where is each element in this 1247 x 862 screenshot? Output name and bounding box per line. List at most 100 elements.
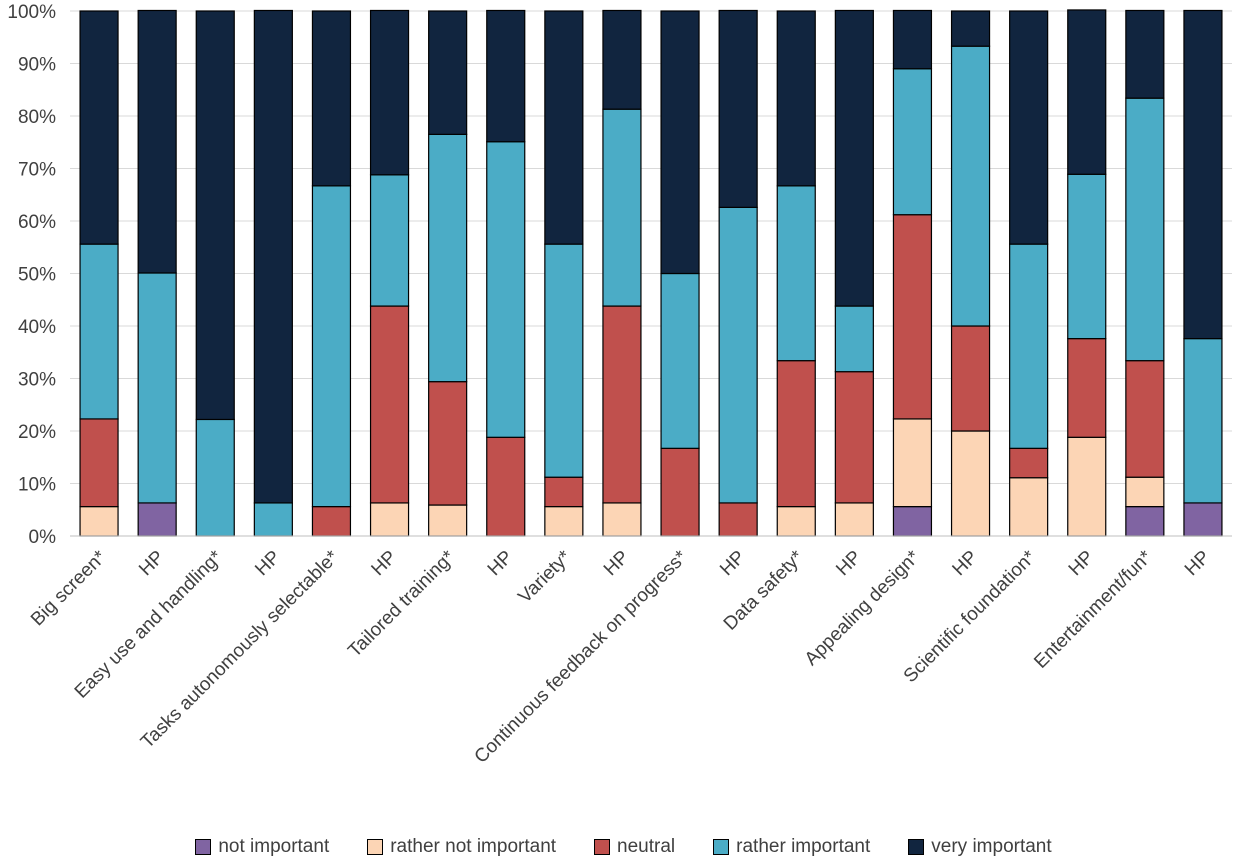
bar-segment-very-important	[1125, 9, 1165, 99]
legend-item-neutral: neutral	[594, 836, 675, 858]
bar-segment-rather-not-important	[369, 502, 410, 537]
bar-segment-very-important	[544, 10, 584, 245]
bar-segment-rather-important	[602, 108, 642, 307]
bar-segment-neutral	[950, 325, 991, 432]
legend-swatch-very-important	[908, 839, 925, 855]
bar-segment-neutral	[1067, 338, 1107, 438]
legend-item-rather-important: rather important	[713, 836, 870, 858]
bar-segment-rather-important	[776, 185, 816, 362]
y-axis-tick-labels: 0% 10% 20% 30% 40% 50% 60% 70% 80% 90% 100%	[7, 2, 56, 548]
bar-segment-rather-not-important	[1125, 476, 1165, 508]
bar-segment-neutral	[1125, 360, 1165, 478]
y-tick-label: 80%	[18, 107, 56, 128]
bar-segment-very-important	[892, 9, 933, 70]
x-tick-label: Continuous feedback on progress*	[471, 546, 692, 767]
bar-segment-very-important	[195, 10, 235, 421]
bar-segment-rather-not-important	[950, 430, 991, 537]
y-tick-label: 20%	[18, 422, 56, 443]
bar-segment-very-important	[950, 10, 991, 47]
bar-segment-very-important	[1067, 9, 1107, 175]
bar-segment-neutral	[311, 506, 352, 537]
bar-segment-rather-not-important	[602, 502, 642, 537]
legend-label-not-important: not important	[218, 836, 330, 857]
bar-segment-rather-important	[311, 185, 352, 508]
bar-segment-neutral	[718, 502, 758, 537]
x-tick-label: HP	[484, 547, 518, 581]
bar-segment-neutral	[776, 360, 816, 508]
y-tick-label: 30%	[18, 370, 56, 391]
x-tick-label: Big screen*	[27, 546, 111, 630]
bar-segment-neutral	[486, 436, 526, 537]
bar-segment-not-important	[1125, 506, 1165, 537]
y-tick-label: 60%	[18, 212, 56, 233]
bar-segment-rather-important	[892, 68, 933, 216]
bar-segment-neutral	[834, 371, 874, 504]
bar-segment-rather-important	[660, 272, 700, 449]
bar-segment-not-important	[892, 506, 933, 537]
bar-segment-rather-important	[1125, 97, 1165, 362]
x-tick-label: HP	[1065, 547, 1099, 581]
bar-segment-not-important	[137, 502, 177, 537]
x-tick-label: HP	[832, 547, 866, 581]
legend-item-not-important: not important	[195, 836, 329, 858]
bar-segment-very-important	[660, 10, 700, 275]
bar-segment-very-important	[776, 10, 816, 187]
bar-segment-rather-important	[79, 243, 119, 420]
x-tick-label: HP	[135, 547, 169, 581]
x-tick-label: HP	[251, 547, 285, 581]
bar-segment-rather-not-important	[834, 502, 874, 537]
legend-swatch-rather-not-important	[367, 839, 384, 855]
bar-segment-neutral	[602, 305, 642, 504]
y-tick-label: 10%	[18, 475, 56, 496]
x-tick-label: HP	[949, 547, 983, 581]
bars	[79, 9, 1223, 537]
bar-segment-rather-not-important	[1067, 436, 1107, 537]
legend-swatch-neutral	[594, 839, 611, 855]
legend-swatch-rather-important	[713, 839, 730, 855]
bar-segment-rather-important	[834, 305, 874, 373]
legend-item-rather-not-important: rather not important	[367, 836, 556, 858]
legend-item-very-important: very important	[908, 836, 1052, 858]
x-tick-label: HP	[1181, 547, 1215, 581]
bar-segment-neutral	[892, 214, 933, 420]
legend-label-rather-not-important: rather not important	[390, 836, 557, 857]
y-tick-label: 100%	[7, 2, 56, 23]
x-tick-label: Tailored training*	[344, 546, 459, 661]
legend-label-very-important: very important	[931, 836, 1052, 857]
x-tick-label: HP	[716, 547, 750, 581]
y-tick-label: 70%	[18, 160, 56, 181]
bar-segment-neutral	[428, 381, 468, 506]
legend: not important rather not important neutr…	[0, 833, 1247, 861]
bar-segment-neutral	[369, 305, 410, 504]
bar-segment-very-important	[486, 9, 526, 143]
bar-segment-very-important	[311, 10, 352, 187]
bar-segment-very-important	[79, 10, 119, 245]
bar-segment-rather-not-important	[1009, 477, 1049, 537]
x-tick-label: Tasks autonomously selectable*	[137, 546, 343, 752]
bar-segment-very-important	[428, 10, 468, 135]
bar-segment-rather-not-important	[544, 506, 584, 537]
bar-segment-very-important	[1183, 9, 1223, 340]
x-tick-label: HP	[368, 547, 402, 581]
bar-segment-rather-important	[1183, 338, 1223, 504]
bar-segment-rather-important	[428, 133, 468, 383]
legend-label-neutral: neutral	[617, 836, 676, 857]
x-tick-label: HP	[600, 547, 634, 581]
bar-segment-neutral	[660, 447, 700, 537]
y-tick-label: 0%	[29, 527, 57, 548]
bar-segment-rather-important	[718, 206, 758, 504]
bar-segment-not-important	[1183, 502, 1223, 537]
bar-segment-rather-not-important	[428, 504, 468, 537]
bar-segment-rather-not-important	[776, 506, 816, 537]
bar-segment-rather-important	[369, 174, 410, 307]
y-tick-label: 40%	[18, 317, 56, 338]
bar-segment-neutral	[79, 418, 119, 508]
bar-segment-neutral	[1009, 447, 1049, 479]
bar-segment-rather-important	[1009, 243, 1049, 449]
bar-segment-rather-important	[195, 418, 235, 537]
bar-segment-rather-not-important	[892, 418, 933, 508]
bar-segment-very-important	[137, 9, 177, 274]
y-tick-label: 90%	[18, 55, 56, 76]
